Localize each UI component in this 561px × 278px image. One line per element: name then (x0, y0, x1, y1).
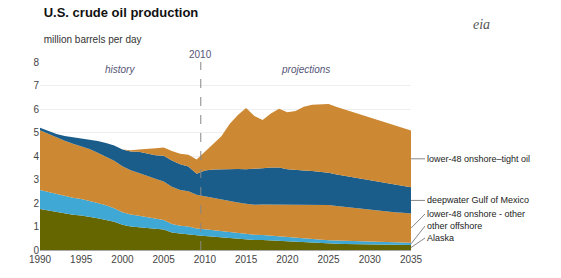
svg-text:2010: 2010 (189, 49, 212, 60)
svg-text:2000: 2000 (111, 254, 134, 265)
svg-text:1: 1 (33, 221, 39, 232)
svg-text:2015: 2015 (235, 254, 258, 265)
svg-text:history: history (105, 64, 135, 75)
svg-text:1995: 1995 (70, 254, 93, 265)
svg-text:million barrels per day: million barrels per day (44, 34, 142, 45)
svg-text:6: 6 (33, 104, 39, 115)
svg-text:2030: 2030 (359, 254, 382, 265)
svg-text:projections: projections (281, 64, 330, 75)
svg-text:2035: 2035 (400, 254, 423, 265)
svg-text:U.S. crude oil production: U.S. crude oil production (44, 5, 199, 20)
svg-text:lower-48 onshore–tight oil: lower-48 onshore–tight oil (427, 154, 530, 164)
svg-text:eia: eia (473, 17, 490, 32)
svg-text:0: 0 (33, 245, 39, 256)
svg-text:7: 7 (33, 80, 39, 91)
svg-text:8: 8 (33, 57, 39, 68)
svg-text:2025: 2025 (317, 254, 340, 265)
svg-text:2010: 2010 (194, 254, 217, 265)
svg-text:deepwater Gulf of Mexico: deepwater Gulf of Mexico (427, 195, 529, 205)
svg-text:2005: 2005 (153, 254, 176, 265)
svg-text:1990: 1990 (29, 254, 52, 265)
svg-text:other offshore: other offshore (427, 221, 482, 231)
svg-text:3: 3 (33, 174, 39, 185)
svg-text:4: 4 (33, 151, 39, 162)
svg-text:lower-48 onshore - other: lower-48 onshore - other (427, 209, 525, 219)
svg-text:2020: 2020 (276, 254, 299, 265)
svg-text:2: 2 (33, 198, 39, 209)
svg-text:Alaska: Alaska (427, 233, 454, 243)
svg-text:5: 5 (33, 127, 39, 138)
